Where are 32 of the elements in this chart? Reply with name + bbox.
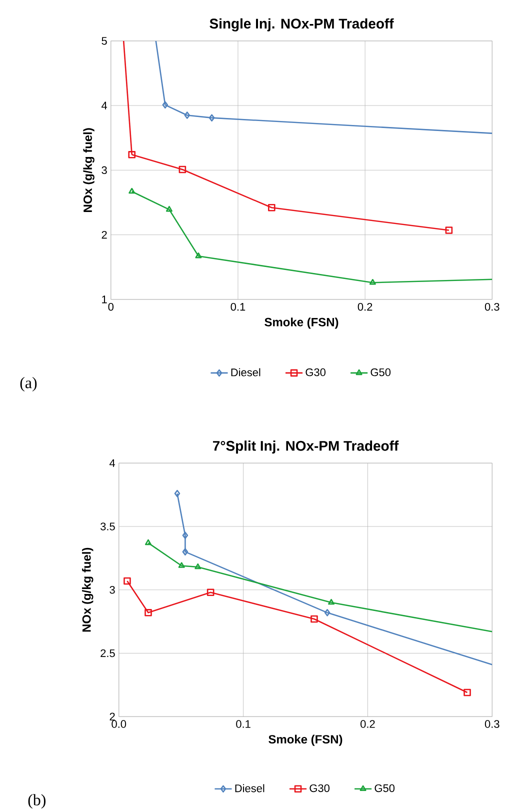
x-tick-label: 0.0	[112, 720, 126, 728]
y-tick-label: 4	[109, 459, 115, 467]
x-tick-label: 0	[108, 302, 114, 311]
x-axis-title: Smoke (FSN)	[264, 318, 338, 329]
y-tick-label: 1	[102, 296, 107, 304]
y-axis-title: NOx (g/kg fuel)	[82, 548, 94, 632]
x-tick-label: 0.3	[484, 302, 500, 311]
chart-title: Single Inj. NOx-PM Tradeoff	[210, 18, 394, 32]
legend-label: Diesel	[235, 784, 264, 792]
y-axis-title: NOx (g/kg fuel)	[83, 128, 94, 212]
legend-label: G30	[306, 368, 326, 376]
legend-label: G30	[310, 784, 330, 792]
legend-label: G50	[374, 784, 394, 792]
y-tick-label: 3	[110, 586, 115, 594]
y-tick-label: 3	[102, 166, 107, 174]
chart-title: 7°Split Inj. NOx-PM Tradeoff	[212, 440, 399, 454]
x-tick-label: 0.3	[484, 720, 500, 728]
text: (b)	[28, 794, 46, 809]
y-tick-label: 2.5	[100, 649, 115, 658]
y-tick-label: 5	[102, 37, 107, 45]
y-tick-label: 2	[110, 712, 115, 720]
x-tick-label: 0.2	[358, 302, 372, 311]
x-tick-label: 0.1	[236, 720, 250, 728]
x-tick-label: 0.1	[230, 302, 246, 311]
x-tick-label: 0.2	[360, 720, 375, 728]
y-tick-label: 3.5	[100, 522, 115, 530]
y-tick-label: 2	[102, 230, 107, 239]
legend-label: Diesel	[231, 368, 260, 376]
x-axis-title: Smoke (FSN)	[268, 734, 342, 746]
legend-label: G50	[370, 368, 390, 376]
text: (a)	[20, 377, 37, 392]
y-tick-label: 4	[101, 102, 107, 110]
